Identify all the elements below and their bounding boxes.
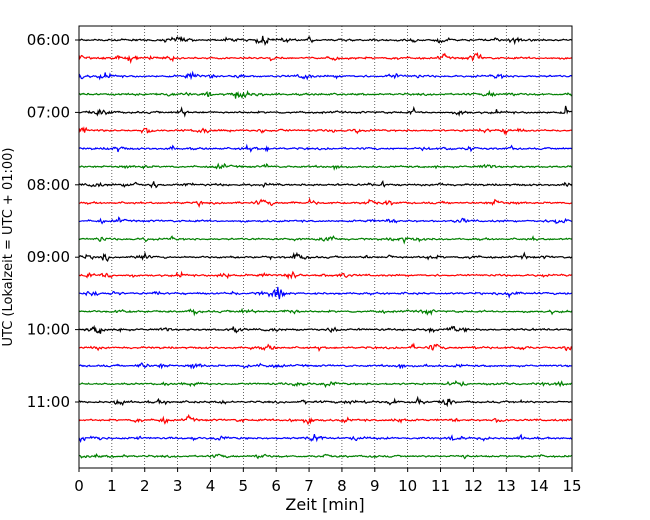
seismogram-traces	[78, 35, 573, 460]
trace-9	[78, 197, 572, 209]
y-tick-label: 11:00	[27, 393, 70, 411]
trace-7	[78, 162, 573, 171]
trace-5	[78, 126, 573, 137]
x-tick-label: 3	[173, 477, 183, 495]
trace-22	[78, 433, 573, 444]
trace-1	[78, 52, 573, 65]
trace-13	[78, 270, 572, 280]
y-tick-label: 06:00	[27, 31, 70, 49]
x-tick-label: 10	[398, 477, 417, 495]
x-tick-label: 14	[530, 477, 549, 495]
x-tick-label: 13	[497, 477, 516, 495]
trace-0	[78, 35, 573, 46]
trace-4	[78, 105, 573, 118]
x-tick-label: 9	[370, 477, 380, 495]
y-tick-label: 09:00	[27, 248, 70, 266]
x-tick-label: 5	[239, 477, 249, 495]
trace-20	[78, 395, 573, 408]
plot-frame	[78, 25, 573, 469]
trace-10	[78, 216, 573, 225]
trace-14	[78, 286, 573, 300]
trace-3	[78, 89, 573, 99]
trace-23	[78, 453, 573, 460]
y-tick-label: 08:00	[27, 176, 70, 194]
y-tick-label: 10:00	[27, 321, 70, 339]
x-tick-label: 11	[431, 477, 450, 495]
trace-15	[78, 307, 573, 317]
trace-2	[78, 70, 573, 81]
y-tick-label: 07:00	[27, 103, 70, 121]
y-axis-ticks: 06:00 07:00 08:00 09:00 10:00 11:00	[27, 31, 79, 411]
x-tick-label: 12	[464, 477, 483, 495]
x-tick-label: 2	[140, 477, 150, 495]
x-tick-label: 8	[337, 477, 347, 495]
trace-21	[78, 413, 572, 426]
trace-19	[78, 379, 573, 389]
trace-18	[78, 362, 573, 370]
trace-8	[78, 180, 573, 189]
trace-17	[79, 342, 573, 352]
x-tick-label: 0	[74, 477, 84, 495]
y-axis-label: UTC (Lokalzeit = UTC + 01:00)	[1, 148, 16, 347]
x-tick-label: 4	[206, 477, 216, 495]
x-tick-label: 1	[107, 477, 117, 495]
x-axis-ticks: 0 1 2 3 4 5 6 7 8 9 10 11 12 13 14 15	[74, 468, 582, 495]
trace-11	[78, 235, 573, 245]
x-axis-label: Zeit [min]	[285, 495, 364, 514]
trace-6	[78, 143, 573, 153]
x-tick-label: 7	[304, 477, 314, 495]
x-tick-label: 15	[562, 477, 581, 495]
trace-12	[78, 251, 573, 262]
x-tick-label: 6	[271, 477, 281, 495]
trace-16	[78, 324, 572, 334]
